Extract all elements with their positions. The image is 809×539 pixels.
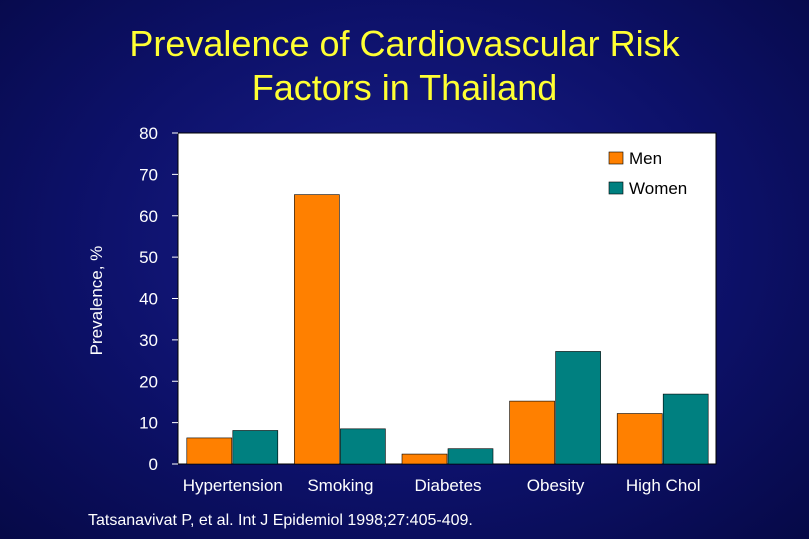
bar-women xyxy=(555,351,601,465)
bar-men xyxy=(294,194,340,465)
data-label: 3.7 xyxy=(459,418,483,437)
y-tick-label: 20 xyxy=(139,372,158,391)
data-label: 6.3 xyxy=(197,407,221,426)
y-tick-label: 80 xyxy=(139,124,158,143)
x-tick-label: Hypertension xyxy=(183,476,283,495)
legend-swatch-men xyxy=(608,151,624,165)
bar-women xyxy=(340,428,386,465)
y-tick-label: 10 xyxy=(139,414,158,433)
title-line-2: Factors in Thailand xyxy=(251,67,558,108)
bar-men xyxy=(509,400,555,465)
y-tick-label: 60 xyxy=(139,207,158,226)
title-line-1: Prevalence of Cardiovascular Risk xyxy=(129,23,680,64)
data-label: 12.2 xyxy=(623,383,656,402)
x-tick-label: High Chol xyxy=(626,476,701,495)
y-tick-label: 30 xyxy=(139,331,158,350)
data-label: 8.5 xyxy=(351,398,375,417)
y-axis-label: Prevalence, % xyxy=(87,246,106,356)
x-tick-label: Smoking xyxy=(307,476,373,495)
bar-women xyxy=(662,393,709,465)
data-label: 65.1 xyxy=(300,164,333,183)
bar-men xyxy=(616,413,663,465)
y-tick-label: 70 xyxy=(139,165,158,184)
data-label: 8.1 xyxy=(243,399,267,418)
y-tick-label: 0 xyxy=(149,455,158,474)
bar-men xyxy=(186,437,233,465)
legend-label-men: Men xyxy=(629,149,662,168)
bar-men xyxy=(401,453,448,465)
x-tick-label: Diabetes xyxy=(414,476,481,495)
bar-women xyxy=(447,448,494,465)
plot-area xyxy=(177,132,717,465)
legend-swatch-women xyxy=(608,181,624,195)
x-tick-label: Obesity xyxy=(527,476,585,495)
data-label: 16.9 xyxy=(669,363,702,382)
citation: Tatsanavivat P, et al. Int J Epidemiol 1… xyxy=(88,512,473,529)
y-tick-label: 40 xyxy=(139,290,158,309)
data-label: 27.2 xyxy=(562,320,595,339)
data-label: 2.4 xyxy=(413,423,437,442)
data-label: 15.2 xyxy=(516,370,549,389)
y-tick-label: 50 xyxy=(139,248,158,267)
chart-title: Prevalence of Cardiovascular Risk Factor… xyxy=(0,22,809,110)
legend-label-women: Women xyxy=(629,179,687,198)
bar-women xyxy=(232,430,279,465)
